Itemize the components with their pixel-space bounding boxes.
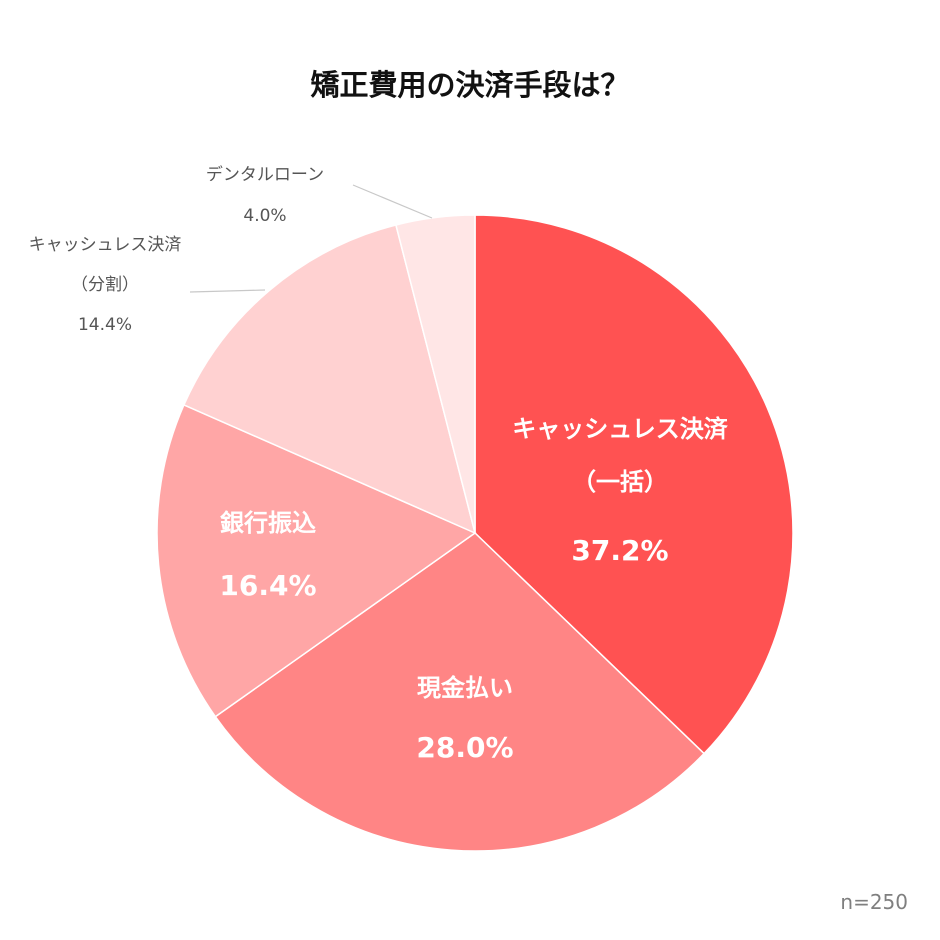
sample-size-note: n=250	[840, 890, 908, 914]
pie-slice-0	[474, 214, 794, 755]
slice-value-1: 28.0%	[416, 731, 513, 764]
slice-label-4-0: デンタルローン	[206, 164, 324, 185]
leader-line-4	[352, 184, 433, 219]
pie-slice-3	[182, 224, 477, 535]
pie-slice-1	[214, 532, 706, 852]
slice-label-0-1: （一括）	[572, 468, 668, 496]
slice-value-2: 16.4%	[219, 569, 316, 602]
slice-label-3-1: （分割）	[71, 275, 139, 295]
slice-label-0-0: キャッシュレス決済	[512, 415, 729, 443]
pie-slice-4	[395, 214, 476, 534]
slice-value-0: 37.2%	[571, 534, 668, 567]
slice-value-3: 14.4%	[78, 315, 132, 335]
chart-title: 矯正費用の決済手段は？	[310, 68, 630, 102]
slice-label-1-0: 現金払い	[417, 674, 513, 702]
leader-line-3	[189, 289, 266, 293]
slice-value-4: 4.0%	[243, 206, 286, 226]
slice-label-3-0: キャッシュレス決済	[29, 235, 182, 255]
pie-slice-2	[156, 403, 477, 718]
slice-label-2-0: 銀行振込	[220, 509, 316, 537]
